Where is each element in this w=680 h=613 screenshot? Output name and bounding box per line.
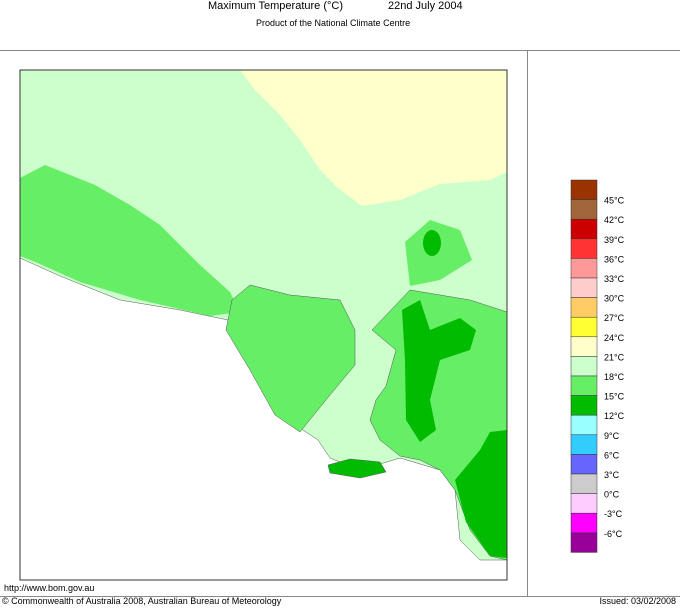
legend-label: -3°C <box>604 509 623 519</box>
ranges-cool <box>402 300 476 442</box>
legend-label: 18°C <box>604 372 625 382</box>
legend-swatch <box>570 512 598 534</box>
legend-swatch <box>570 179 598 200</box>
southeast-cool <box>455 430 507 558</box>
zone-west <box>20 165 240 316</box>
legend-label: 33°C <box>604 274 625 284</box>
eyre-peninsula <box>225 284 356 433</box>
legend-swatch <box>570 356 598 377</box>
legend-swatch <box>570 532 598 553</box>
legend-swatch <box>570 218 598 240</box>
legend-label: 42°C <box>604 215 625 225</box>
legend-label: 15°C <box>604 392 625 402</box>
kangaroo-island <box>327 458 387 479</box>
legend-swatch <box>570 434 598 455</box>
issued-date: Issued: 03/02/2008 <box>599 596 676 606</box>
zone-24-27 <box>240 70 507 206</box>
legend-swatch <box>570 395 598 416</box>
date: 22nd July 2004 <box>388 0 463 12</box>
map-area <box>19 69 508 581</box>
legend-label: 0°C <box>604 490 620 500</box>
legend-label: 45°C <box>604 196 625 206</box>
flinders-zone <box>405 220 472 286</box>
legend-swatch <box>570 375 598 396</box>
copyright: © Commonwealth of Australia 2008, Austra… <box>2 596 282 606</box>
legend-swatch <box>570 316 598 338</box>
legend-label: 21°C <box>604 352 625 362</box>
legend-swatch <box>570 493 598 514</box>
legend-label: 24°C <box>604 333 625 343</box>
legend-label: 36°C <box>604 254 625 264</box>
legend-label: 3°C <box>604 470 620 480</box>
legend-label: 9°C <box>604 431 620 441</box>
legend-swatch <box>570 258 598 279</box>
source-url: http://www.bom.gov.au <box>4 583 94 593</box>
legend-label: -6°C <box>604 529 623 539</box>
legend-swatch <box>570 414 598 436</box>
legend-label: 27°C <box>604 313 625 323</box>
legend-label: 39°C <box>604 235 625 245</box>
map-border <box>19 69 508 581</box>
title: Maximum Temperature (°C) <box>208 0 343 12</box>
legend-swatch <box>570 336 598 357</box>
legend-label: 30°C <box>604 294 625 304</box>
subtitle: Product of the National Climate Centre <box>256 18 410 28</box>
flinders-cool <box>423 230 441 256</box>
legend-swatch <box>570 199 598 220</box>
legend-swatch <box>570 238 598 259</box>
legend-swatch <box>570 297 598 318</box>
legend: 45°C 42°C 39°C 36°C 33°C 30°C 27°C 24°C 21°C 18°C… <box>570 179 625 553</box>
legend-swatch <box>570 473 598 494</box>
legend-swatch <box>570 277 598 298</box>
legend-swatch <box>570 454 598 475</box>
legend-label: 12°C <box>604 411 625 421</box>
legend-label: 6°C <box>604 450 620 460</box>
